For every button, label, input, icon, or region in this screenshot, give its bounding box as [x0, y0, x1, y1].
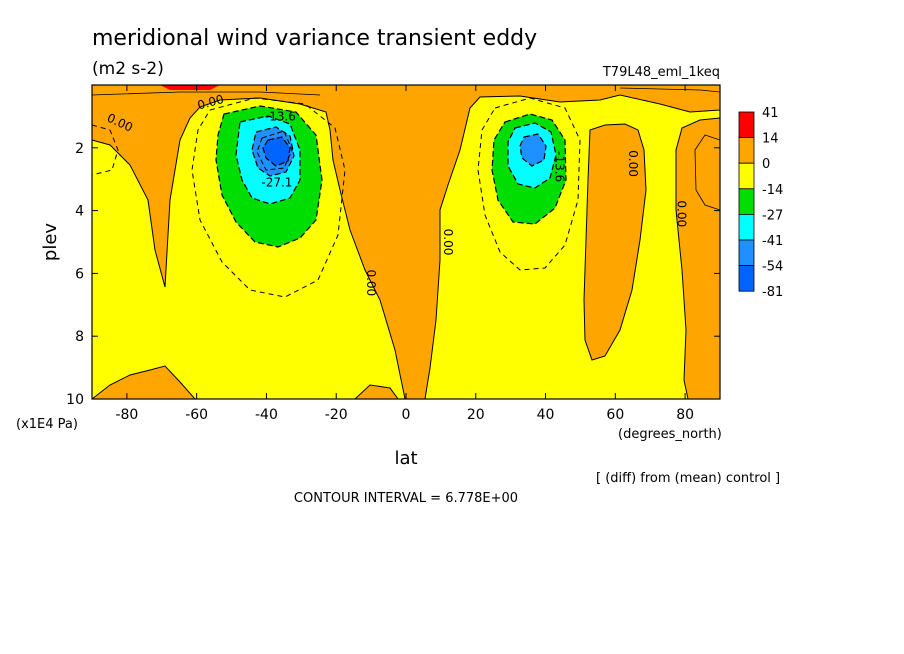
positive-region-lower-middle — [354, 384, 399, 399]
x-tick-label: -20 — [325, 407, 348, 423]
neg-region-sh-core — [262, 136, 291, 167]
positive-region-right-band — [583, 123, 647, 361]
legend-swatch — [738, 111, 755, 139]
legend-label: 41 — [762, 106, 779, 121]
x-tick-label: -60 — [185, 407, 208, 423]
y-tick-label: 4 — [75, 204, 84, 220]
x-axis-label: lat — [394, 448, 417, 469]
color-legend: 41 14 0 -14 -27 -41 -54 -81 — [738, 106, 783, 300]
legend-swatch — [738, 239, 755, 267]
contour-label: 0.00 — [675, 200, 689, 227]
pos-contour-top — [92, 87, 720, 96]
legend-label: 14 — [762, 132, 779, 147]
legend-label: 0 — [762, 157, 770, 172]
contour-label: -27.1 — [261, 175, 292, 189]
contour-label: 0.00 — [196, 92, 225, 112]
y-tick-label: 6 — [75, 266, 84, 282]
contour-label: -13.6 — [553, 151, 567, 182]
y-axis: 2 4 6 8 10 — [66, 141, 720, 408]
contour-label-text: 0.00 — [364, 269, 378, 296]
zero-contour-left — [92, 124, 119, 176]
legend-label: -81 — [762, 285, 783, 300]
contour-label: 0.00 — [364, 269, 378, 296]
contour-label-text: -27.1 — [261, 175, 292, 189]
legend-swatch — [738, 265, 755, 292]
positive-region-north-pole — [675, 117, 720, 399]
contour-label-text: 0.00 — [626, 150, 640, 177]
x-axis-units: (degrees_north) — [618, 427, 722, 442]
contour-label-text: 0.00 — [675, 200, 689, 227]
neg-contour-sh-outer — [191, 97, 346, 298]
contour-label: 0.00 — [626, 150, 640, 177]
diff-note: [ (diff) from (mean) control ] — [596, 471, 780, 486]
max-region-top — [160, 85, 220, 90]
legend-swatch — [738, 188, 755, 215]
chart-title: meridional wind variance transient eddy — [92, 26, 537, 51]
plot-area — [92, 85, 720, 399]
x-tick-label: -40 — [255, 407, 278, 423]
legend-swatch — [738, 213, 755, 241]
x-axis: -80 -60 -40 -20 0 20 40 60 80 — [115, 85, 694, 423]
contour-label: 0.00 — [441, 229, 455, 256]
y-axis-units: (x1E4 Pa) — [16, 417, 78, 432]
contour-label: -13.6 — [265, 109, 296, 123]
x-tick-label: -80 — [115, 407, 138, 423]
contour-label-text: -13.6 — [265, 109, 296, 123]
x-tick-label: 60 — [606, 407, 624, 423]
contour-label-text: -13.6 — [553, 151, 567, 182]
contour-interval: CONTOUR INTERVAL = 6.778E+00 — [294, 491, 518, 506]
y-tick-label: 10 — [66, 392, 84, 408]
neg-region-nh-blue — [519, 133, 547, 167]
neg-contour-nh-outer — [477, 97, 581, 271]
legend-label: -41 — [762, 234, 783, 249]
positive-region-top — [92, 85, 720, 399]
contour-label-text: 0.00 — [196, 92, 225, 112]
legend-label: -14 — [762, 183, 783, 198]
positive-region-lower-left — [92, 365, 196, 399]
y-tick-label: 8 — [75, 329, 84, 345]
x-tick-label: 20 — [467, 407, 485, 423]
chart-units: (m2 s-2) — [92, 59, 164, 79]
legend-label: -54 — [762, 260, 783, 275]
legend-label: -27 — [762, 208, 783, 223]
y-axis-label: plev — [40, 223, 61, 262]
y-tick-label: 2 — [75, 141, 84, 157]
legend-swatch — [738, 162, 755, 190]
legend-swatch — [738, 137, 755, 164]
run-label: T79L48_eml_1keq — [602, 65, 720, 80]
x-tick-label: 80 — [676, 407, 694, 423]
x-tick-label: 40 — [537, 407, 555, 423]
contour-label-text: 0.00 — [441, 229, 455, 256]
pos-contour-north — [694, 134, 720, 211]
x-tick-label: 0 — [402, 407, 411, 423]
